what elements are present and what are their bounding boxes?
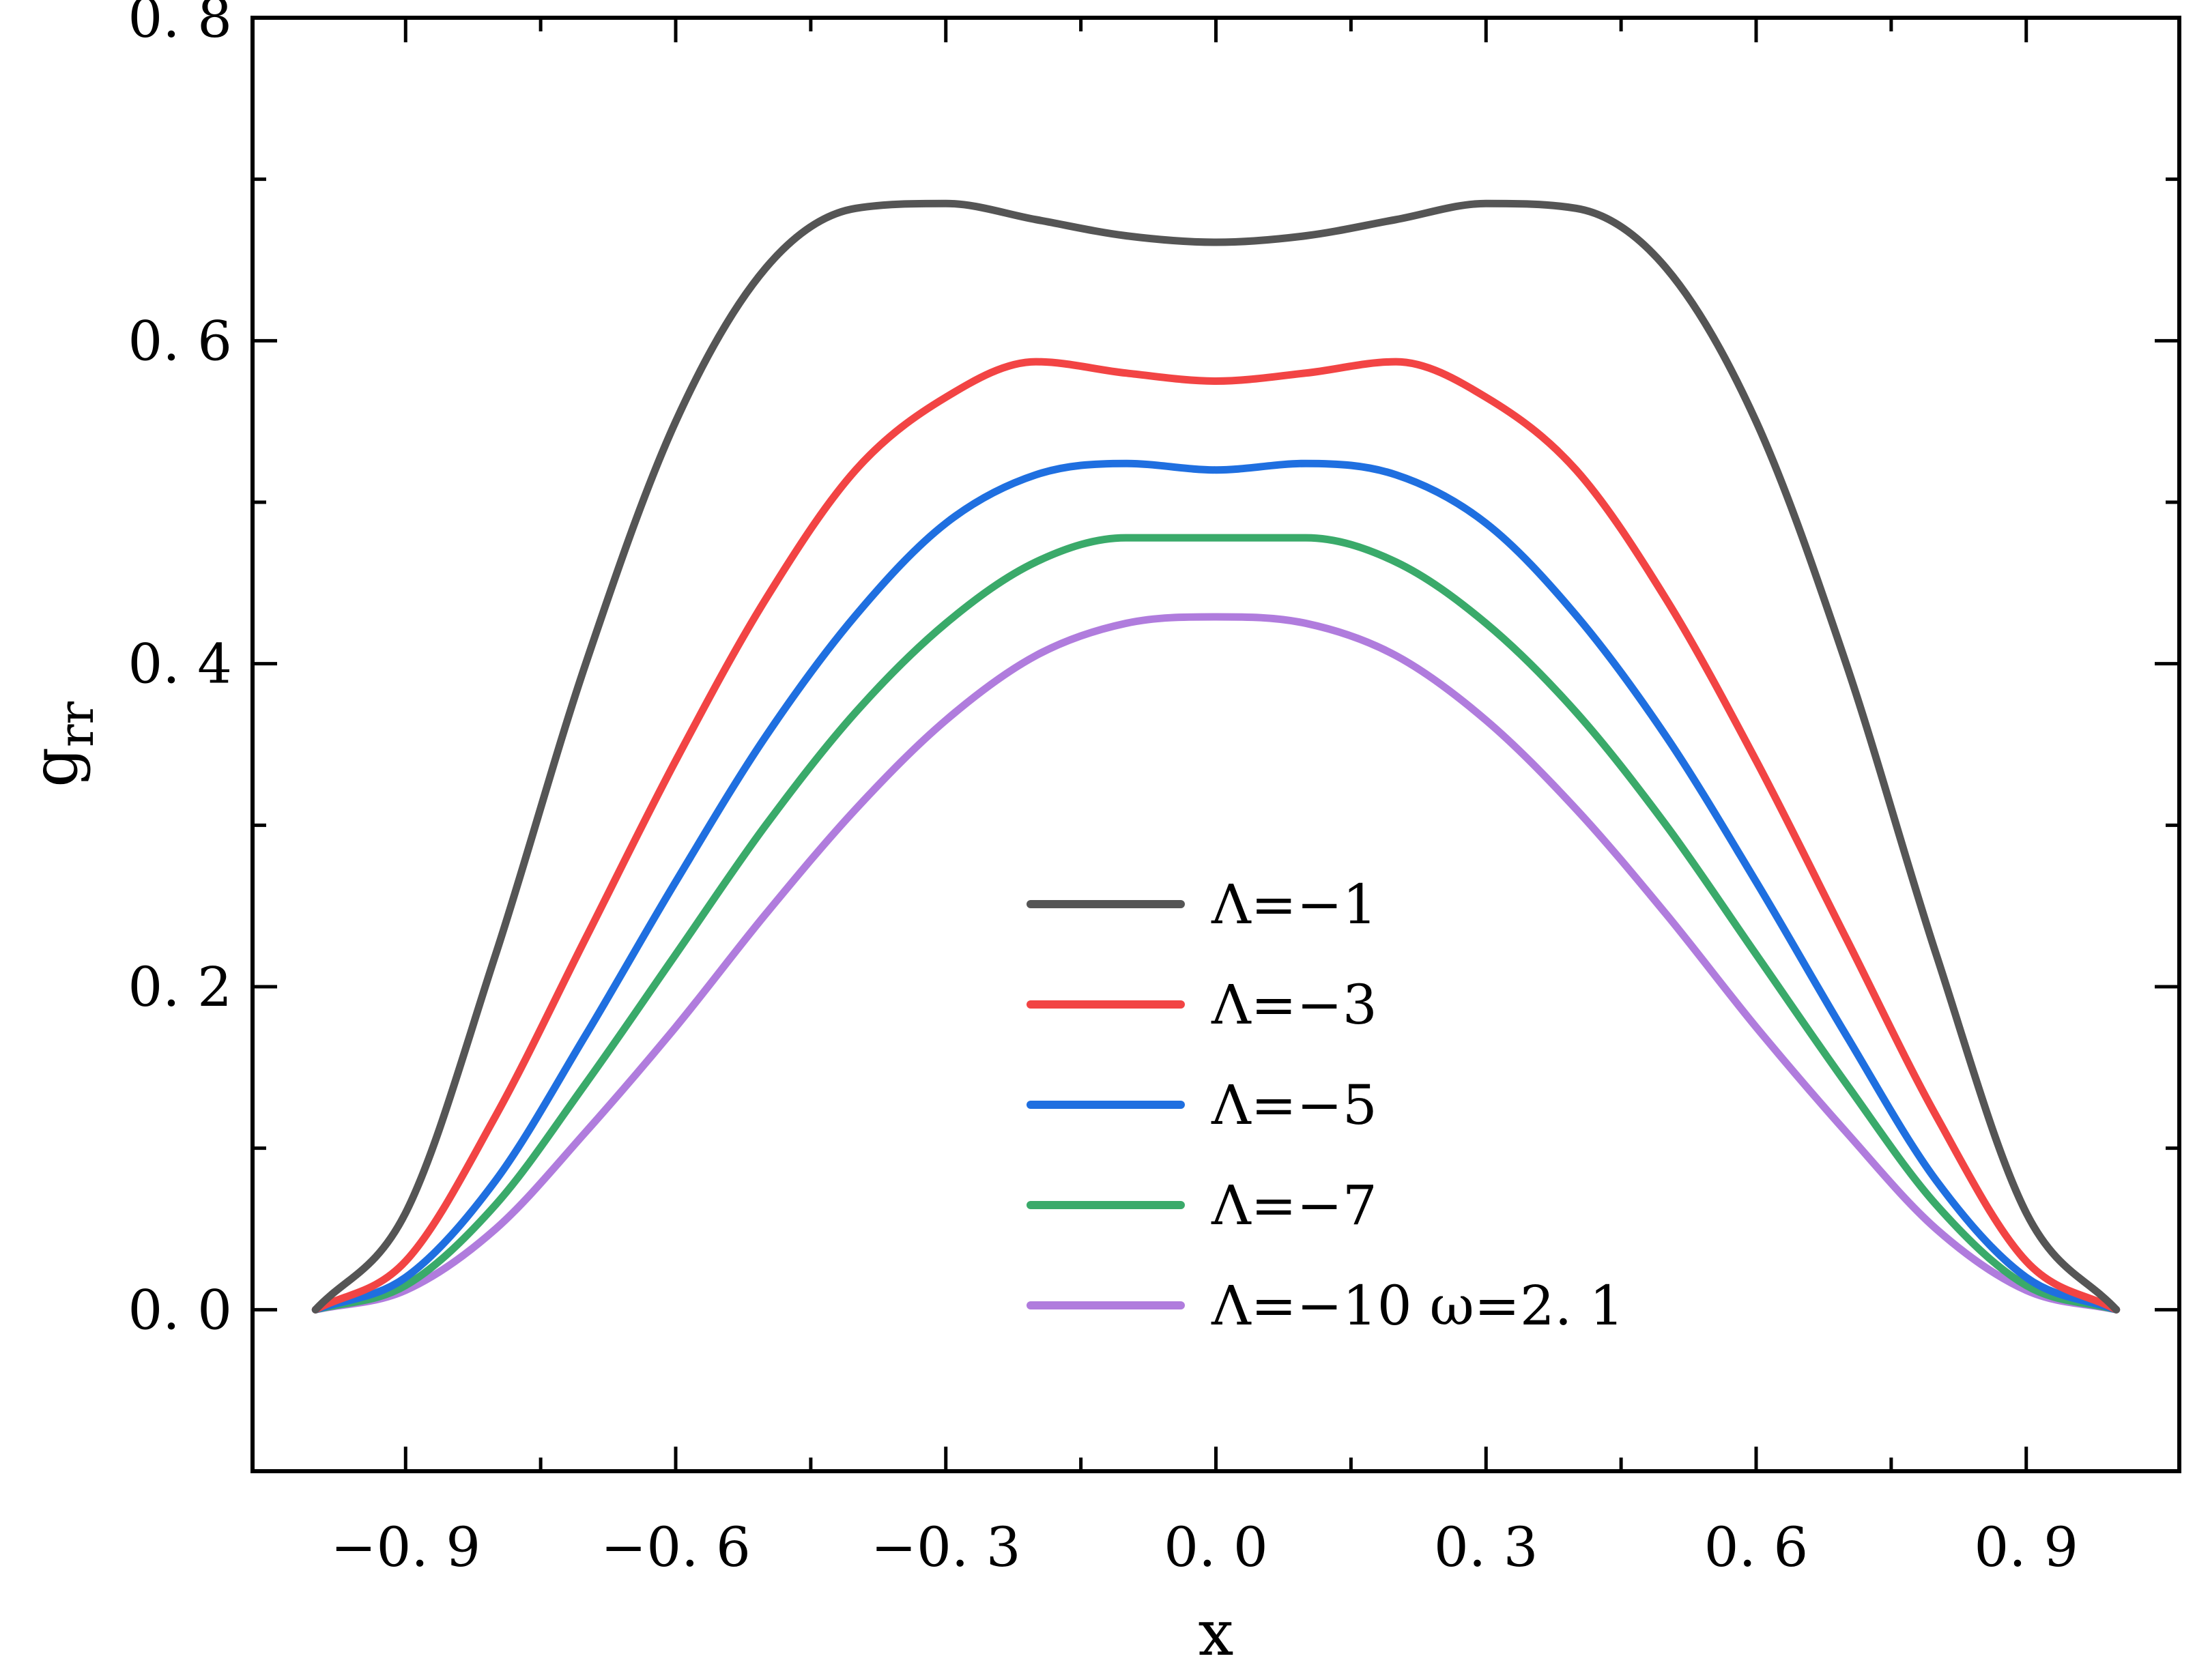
legend-label-4: Λ=−7 (1211, 1174, 1377, 1237)
series-line-5 (311, 613, 2121, 1314)
series-line-3 (311, 459, 2121, 1314)
legend-label-1: Λ=−1 (1211, 873, 1377, 936)
legend: Λ=−1 Λ=−3 Λ=−5 Λ=−7 Λ=−10 ω=2. 1 (1027, 873, 1624, 1337)
legend-annotation: ω=2. 1 (1430, 1274, 1624, 1337)
series-layer (311, 199, 2121, 1314)
x-tick-label: 0. 0 (1164, 1516, 1268, 1579)
legend-label-2: Λ=−3 (1211, 973, 1377, 1037)
x-tick-label: −0. 6 (601, 1516, 751, 1579)
ticks-layer (253, 16, 2179, 1471)
series-line-1 (311, 199, 2121, 1314)
x-axis-title: x (1199, 1597, 1234, 1670)
x-tick-label: 0. 3 (1434, 1516, 1538, 1579)
x-tick-label: 0. 6 (1704, 1516, 1809, 1579)
x-tick-label: 0. 9 (1974, 1516, 2078, 1579)
labels-layer: −0. 9 −0. 6 −0. 3 0. 0 0. 3 0. 6 0. 9 0. 0 0. 2 0… (128, 0, 2078, 1579)
y-tick-label: 0. 8 (128, 0, 232, 50)
y-axis-title-subscript: rr (48, 701, 104, 747)
series-line-4 (311, 534, 2121, 1314)
series-line-2 (311, 358, 2121, 1314)
y-tick-label: 0. 4 (128, 633, 232, 696)
x-tick-label: −0. 3 (871, 1516, 1021, 1579)
y-tick-label: 0. 0 (128, 1278, 232, 1342)
y-axis-title: grr (18, 701, 104, 787)
y-tick-label: 0. 2 (128, 955, 232, 1019)
y-tick-label: 0. 6 (128, 309, 232, 373)
legend-label-5: Λ=−10 ω=2. 1 (1211, 1274, 1624, 1337)
legend-label-3: Λ=−5 (1211, 1073, 1377, 1137)
y-axis-title-main: g (18, 747, 91, 787)
x-tick-label: −0. 9 (330, 1516, 480, 1579)
plot-frame (250, 16, 2181, 1473)
